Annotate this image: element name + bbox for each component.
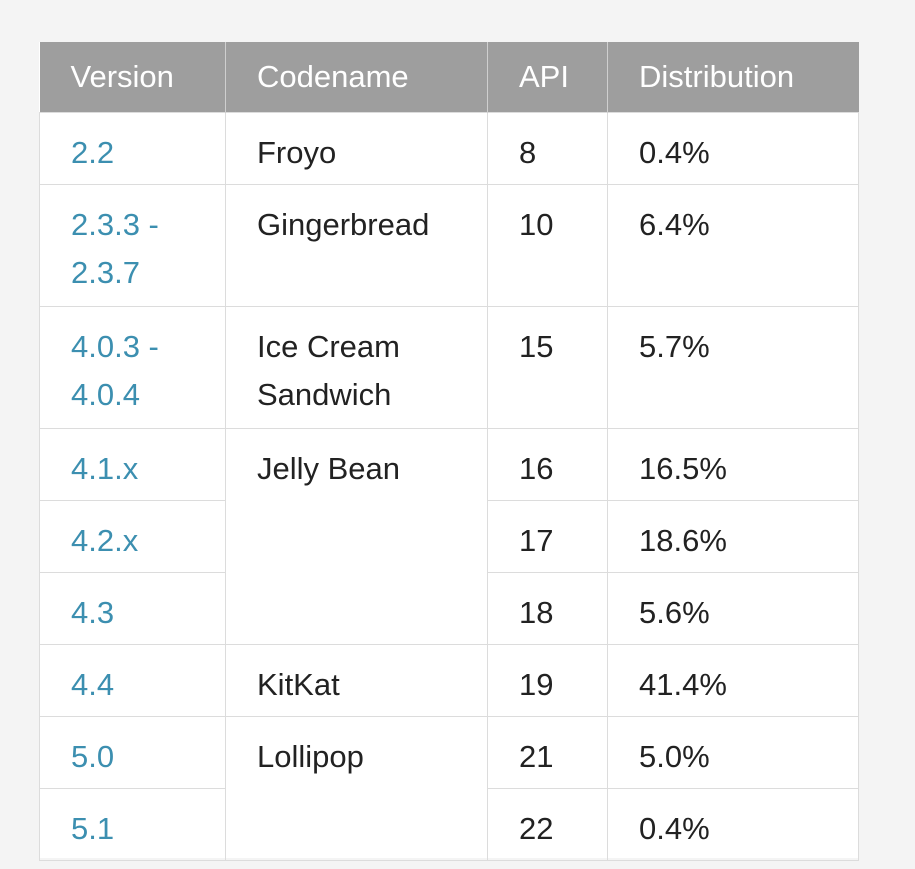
header-distribution: Distribution (607, 42, 859, 113)
table-row: 4.4 KitKat 19 41.4% (39, 644, 859, 717)
version-link[interactable]: 2.3.3 - (71, 207, 159, 242)
codename-cell: Lollipop (225, 716, 488, 861)
codename-text: Gingerbread (257, 207, 430, 242)
version-link[interactable]: 4.1.x (71, 451, 139, 486)
version-cell[interactable]: 5.1 (39, 788, 226, 861)
version-link[interactable]: 5.1 (71, 811, 115, 846)
codename-text: Jelly Bean (257, 451, 401, 486)
codename-cell: Froyo (225, 112, 488, 185)
version-cell[interactable]: 2.2 (39, 112, 226, 185)
distribution-cell: 16.5% (607, 428, 859, 501)
table-row: 4.2.x 17 18.6% (39, 500, 859, 573)
api-cell: 19 (487, 644, 608, 717)
header-version: Version (39, 42, 226, 113)
version-link[interactable]: 2.2 (71, 135, 115, 170)
table-row: 2.3.3 - 2.3.7 Gingerbread 10 6.4% (39, 184, 859, 307)
version-cell[interactable]: 4.2.x (39, 500, 226, 573)
codename-text: Sandwich (257, 377, 392, 412)
api-cell: 21 (487, 716, 608, 789)
version-cell[interactable]: 4.3 (39, 572, 226, 645)
version-link[interactable]: 5.0 (71, 739, 115, 774)
version-link[interactable]: 4.0.4 (71, 377, 140, 412)
api-cell: 15 (487, 306, 608, 429)
table-row: 4.0.3 - 4.0.4 Ice Cream Sandwich 15 5.7% (39, 306, 859, 429)
version-link[interactable]: 4.4 (71, 667, 115, 702)
codename-text: KitKat (257, 667, 340, 702)
version-cell[interactable]: 5.0 (39, 716, 226, 789)
distribution-cell: 41.4% (607, 644, 859, 717)
distribution-table-container: Version Codename API Distribution 2.2 Fr… (39, 42, 859, 861)
api-cell: 18 (487, 572, 608, 645)
codename-text: Lollipop (257, 739, 364, 774)
version-cell[interactable]: 4.0.3 - 4.0.4 (39, 306, 226, 429)
distribution-cell: 5.6% (607, 572, 859, 645)
version-cell[interactable]: 4.1.x (39, 428, 226, 501)
api-cell: 17 (487, 500, 608, 573)
codename-cell: Ice Cream Sandwich (225, 306, 488, 429)
api-cell: 22 (487, 788, 608, 861)
android-distribution-table: Version Codename API Distribution 2.2 Fr… (39, 42, 859, 861)
codename-cell: Jelly Bean (225, 428, 488, 645)
codename-cell: Gingerbread (225, 184, 488, 307)
header-codename: Codename (225, 42, 488, 113)
table-row: 5.1 22 0.4% (39, 788, 859, 861)
table-row: 5.0 Lollipop 21 5.0% (39, 716, 859, 861)
distribution-cell: 5.7% (607, 306, 859, 429)
codename-cell: KitKat (225, 644, 488, 717)
table-row: 2.2 Froyo 8 0.4% (39, 112, 859, 185)
table-row: 4.1.x Jelly Bean 16 16.5% (39, 428, 859, 645)
api-cell: 8 (487, 112, 608, 185)
distribution-cell: 6.4% (607, 184, 859, 307)
version-link[interactable]: 4.0.3 - (71, 329, 159, 364)
distribution-cell: 0.4% (607, 112, 859, 185)
distribution-cell: 18.6% (607, 500, 859, 573)
version-link[interactable]: 4.3 (71, 595, 115, 630)
version-cell[interactable]: 2.3.3 - 2.3.7 (39, 184, 226, 307)
codename-text: Ice Cream (257, 329, 400, 364)
distribution-cell: 0.4% (607, 788, 859, 861)
api-cell: 16 (487, 428, 608, 501)
codename-text: Froyo (257, 135, 337, 170)
version-link[interactable]: 2.3.7 (71, 255, 140, 290)
version-cell[interactable]: 4.4 (39, 644, 226, 717)
table-header-row: Version Codename API Distribution (39, 42, 859, 113)
version-link[interactable]: 4.2.x (71, 523, 139, 558)
distribution-cell: 5.0% (607, 716, 859, 789)
api-cell: 10 (487, 184, 608, 307)
header-api: API (487, 42, 608, 113)
